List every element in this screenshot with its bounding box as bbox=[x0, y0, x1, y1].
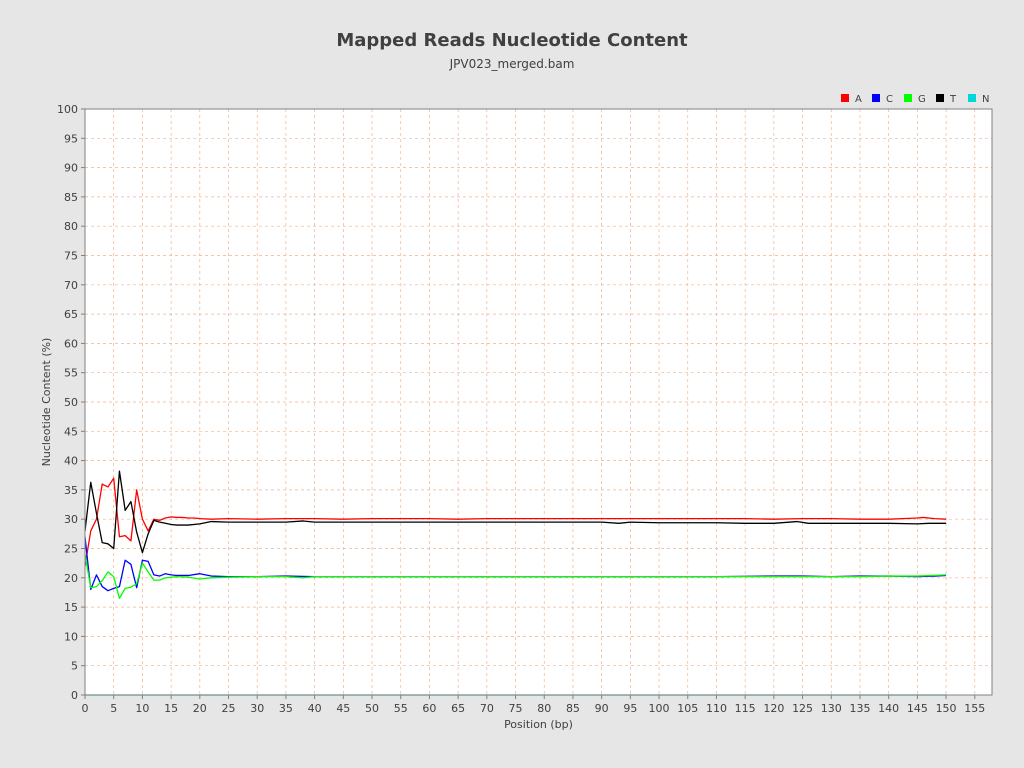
y-tick-label: 30 bbox=[64, 513, 78, 526]
x-tick-label: 90 bbox=[595, 702, 609, 715]
x-tick-label: 135 bbox=[849, 702, 870, 715]
series-line-T bbox=[84, 470, 947, 554]
x-tick-label: 85 bbox=[566, 702, 580, 715]
x-tick-label: 115 bbox=[735, 702, 756, 715]
x-tick-label: 155 bbox=[964, 702, 985, 715]
y-tick-label: 80 bbox=[64, 220, 78, 233]
y-tick-label: 60 bbox=[64, 337, 78, 350]
legend-swatch-G bbox=[904, 94, 912, 102]
x-tick-label: 20 bbox=[193, 702, 207, 715]
chart-title: Mapped Reads Nucleotide Content bbox=[336, 30, 688, 51]
y-tick-label: 45 bbox=[64, 425, 78, 438]
y-tick-label: 50 bbox=[64, 396, 78, 409]
y-tick-label: 65 bbox=[64, 308, 78, 321]
x-tick-label: 150 bbox=[936, 702, 957, 715]
x-tick-label: 140 bbox=[878, 702, 899, 715]
x-tick-label: 0 bbox=[82, 702, 89, 715]
chart-subtitle: JPV023_merged.bam bbox=[449, 57, 575, 71]
legend-label-T: T bbox=[949, 94, 957, 105]
x-tick-label: 65 bbox=[451, 702, 465, 715]
x-tick-label: 15 bbox=[164, 702, 178, 715]
legend-swatch-N bbox=[968, 94, 976, 102]
x-tick-label: 130 bbox=[821, 702, 842, 715]
y-tick-label: 25 bbox=[64, 543, 78, 556]
x-tick-label: 80 bbox=[537, 702, 551, 715]
legend-swatch-T bbox=[936, 94, 944, 102]
y-tick-label: 95 bbox=[64, 132, 78, 145]
x-tick-label: 30 bbox=[250, 702, 264, 715]
legend-swatch-A bbox=[841, 94, 849, 102]
y-tick-label: 5 bbox=[71, 660, 78, 673]
x-tick-label: 10 bbox=[135, 702, 149, 715]
legend-swatch-C bbox=[872, 94, 880, 102]
x-tick-label: 125 bbox=[792, 702, 813, 715]
y-tick-label: 35 bbox=[64, 484, 78, 497]
y-tick-label: 20 bbox=[64, 572, 78, 585]
legend-label-G: G bbox=[918, 94, 926, 105]
y-tick-label: 100 bbox=[57, 103, 78, 116]
legend-label-C: C bbox=[886, 94, 893, 105]
y-tick-label: 75 bbox=[64, 250, 78, 263]
x-tick-label: 50 bbox=[365, 702, 379, 715]
y-tick-label: 40 bbox=[64, 455, 78, 468]
x-tick-label: 75 bbox=[509, 702, 523, 715]
y-tick-label: 0 bbox=[71, 689, 78, 702]
x-tick-label: 25 bbox=[222, 702, 236, 715]
y-tick-label: 90 bbox=[64, 162, 78, 175]
x-tick-label: 110 bbox=[706, 702, 727, 715]
y-axis-title: Nucleotide Content (%) bbox=[40, 338, 53, 467]
x-tick-label: 145 bbox=[907, 702, 928, 715]
grid-layer bbox=[84, 108, 992, 696]
axis-layer: 0 5 10 15 20 25 30 35 40 45 50 55 60 65 70 75 80 85 90 95 10… bbox=[40, 103, 993, 731]
x-tick-label: 120 bbox=[763, 702, 784, 715]
x-tick-label: 45 bbox=[336, 702, 350, 715]
y-tick-label: 70 bbox=[64, 279, 78, 292]
series-line-A bbox=[84, 477, 947, 567]
x-tick-label: 60 bbox=[422, 702, 436, 715]
series-line-G bbox=[84, 554, 947, 599]
y-tick-label: 10 bbox=[64, 630, 78, 643]
x-tick-label: 95 bbox=[623, 702, 637, 715]
y-tick-label: 55 bbox=[64, 367, 78, 380]
legend-label-N: N bbox=[982, 94, 989, 105]
y-tick-label: 85 bbox=[64, 191, 78, 204]
x-tick-label: 105 bbox=[677, 702, 698, 715]
x-tick-label: 70 bbox=[480, 702, 494, 715]
x-tick-label: 55 bbox=[394, 702, 408, 715]
x-tick-label: 35 bbox=[279, 702, 293, 715]
legend-label-A: A bbox=[855, 94, 862, 105]
y-tick-label: 15 bbox=[64, 601, 78, 614]
x-tick-label: 100 bbox=[649, 702, 670, 715]
x-tick-label: 5 bbox=[110, 702, 117, 715]
x-axis-title: Position (bp) bbox=[504, 718, 573, 731]
x-tick-label: 40 bbox=[308, 702, 322, 715]
